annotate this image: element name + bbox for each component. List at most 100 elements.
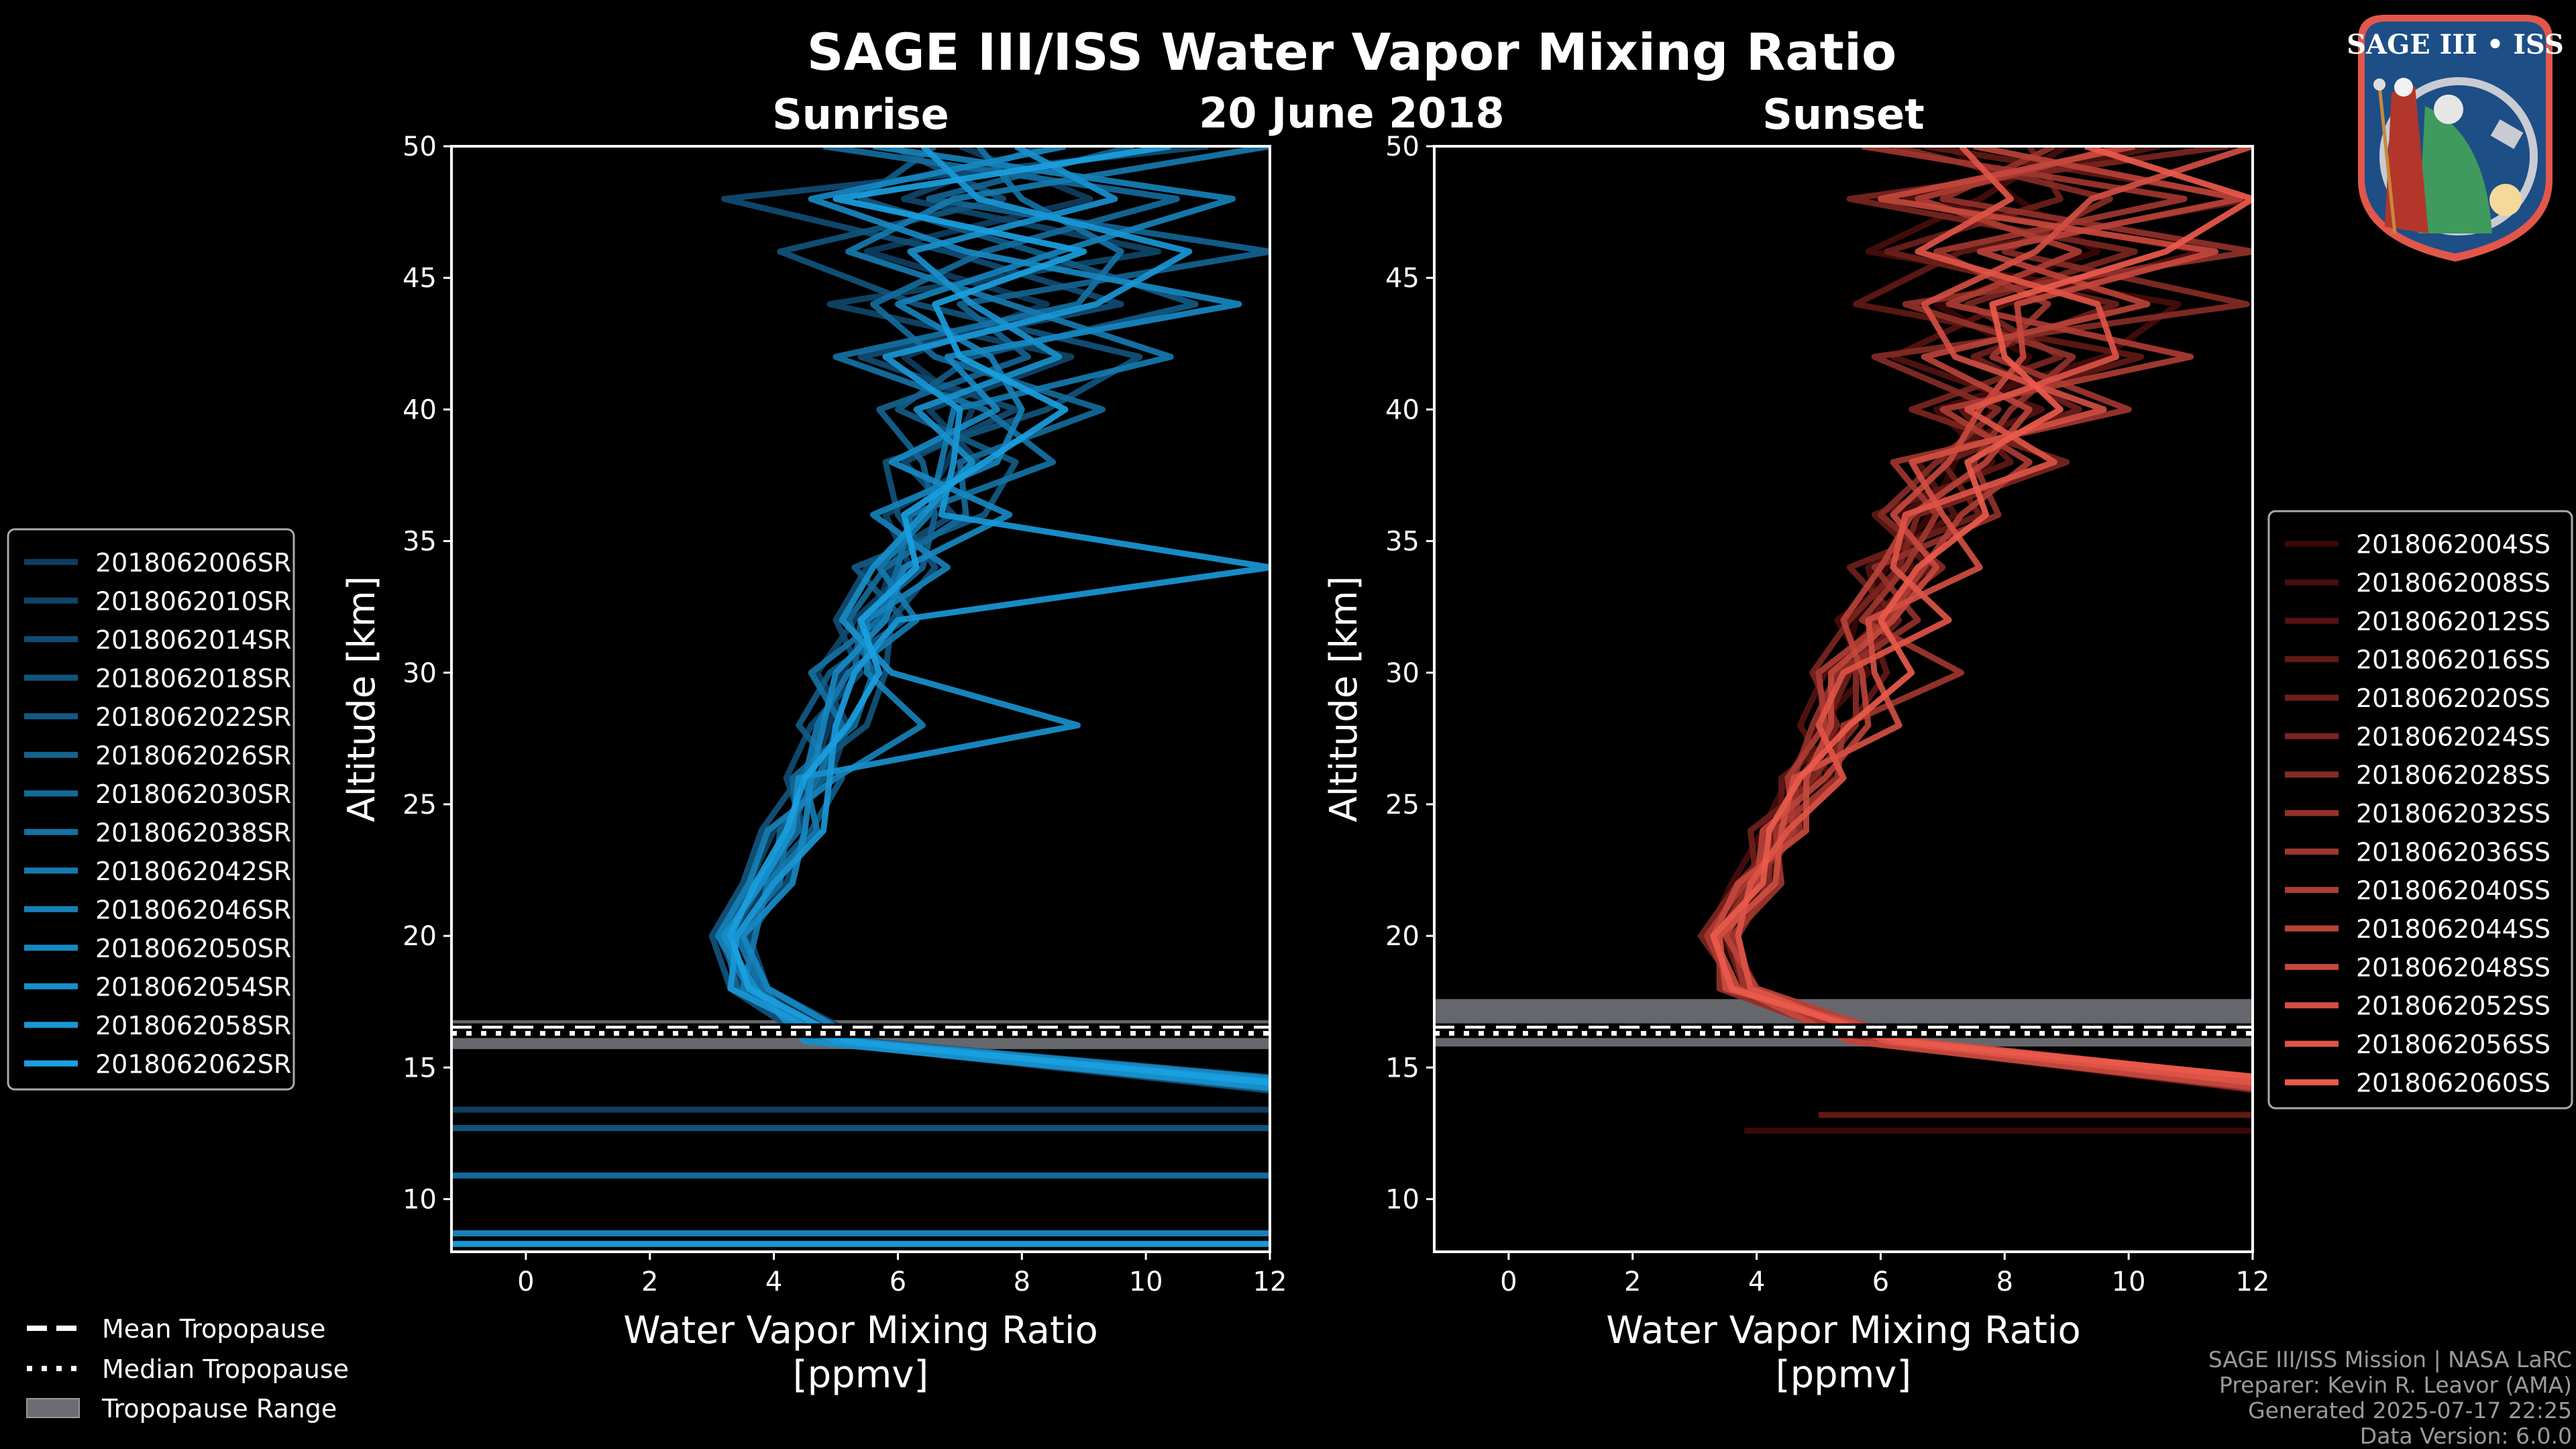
x-tick-label: 4	[1748, 1267, 1765, 1297]
sunset-x-axis-units: [ppmv]	[1776, 1353, 1911, 1397]
legend-label: 2018062046SR	[95, 895, 291, 924]
y-tick-label: 25	[402, 790, 437, 820]
profile-line-2018062014SR	[721, 146, 1270, 1081]
tropopause-legend: Mean Tropopause Median Tropopause Tropop…	[26, 1314, 349, 1424]
legend-label: 2018062036SS	[2356, 837, 2551, 867]
legend-frame	[7, 528, 295, 1091]
profile-line-2018062052SS	[1716, 146, 2253, 1081]
profile-line-2018062062SR	[727, 146, 1270, 1086]
legend-item: 2018062040SS	[2285, 876, 2551, 906]
legend-item: 2018062016SS	[2285, 645, 2551, 675]
legend-label: 2018062016SS	[2356, 645, 2551, 675]
median-tropopause-label: Median Tropopause	[102, 1354, 349, 1384]
sunrise-x-axis-label: Water Vapor Mixing Ratio	[623, 1309, 1097, 1352]
legend-label: 2018062048SS	[2356, 953, 2551, 982]
legend-item: 2018062048SS	[2285, 953, 2551, 982]
plot-area	[1434, 146, 2253, 1134]
y-tick-label: 15	[1385, 1053, 1419, 1083]
figure-title: SAGE III/ISS Water Vapor Mixing Ratio	[807, 22, 1897, 82]
legend-item: 2018062028SS	[2285, 761, 2551, 790]
sunset-panel-title: Sunset	[1762, 90, 1925, 139]
legend-item: 2018062042SR	[24, 857, 291, 886]
y-tick-label: 20	[402, 921, 437, 952]
profile-line-2018062038SR	[733, 146, 1270, 1092]
y-tick-label: 35	[402, 527, 437, 557]
legend-item: 2018062044SS	[2285, 914, 2551, 944]
legend-item: 2018062004SS	[2285, 530, 2551, 559]
profile-line-2018062040SS	[1704, 146, 2253, 1084]
legend-item: 2018062050SR	[24, 934, 291, 963]
legend-label: 2018062050SR	[95, 934, 291, 963]
profile-line-2018062058SR	[727, 146, 1270, 1085]
legend-label: 2018062060SS	[2356, 1068, 2551, 1097]
legend-label: 2018062042SR	[95, 857, 291, 886]
y-tick-label: 30	[402, 658, 437, 689]
legend-item: 2018062060SS	[2285, 1068, 2551, 1097]
y-tick-label: 50	[1385, 131, 1419, 162]
legend-item: 2018062018SR	[24, 663, 291, 693]
footer-credits: SAGE III/ISS Mission | NASA LaRC Prepare…	[2208, 1346, 2572, 1449]
profile-line-2018062050SR	[739, 146, 1270, 1081]
legend-item: 2018062046SR	[24, 895, 291, 924]
legend-item: 2018062032SS	[2285, 799, 2551, 828]
legend-item: 2018062062SR	[24, 1049, 291, 1079]
x-tick-label: 2	[641, 1267, 658, 1297]
legend-label: 2018062020SS	[2356, 684, 2551, 713]
sunrise-y-axis-label: Altitude [km]	[340, 576, 384, 822]
x-tick-label: 10	[1129, 1267, 1163, 1297]
legend-label: 2018062014SR	[95, 625, 291, 655]
sunset-legend: 2018062004SS 2018062008SS 2018062012SS 2018…	[2267, 510, 2573, 1110]
y-tick-label: 50	[402, 131, 437, 162]
sunrise-plot: 0 2 4 6 8 10 12 10 15 20 25 30 35 40 45 50	[402, 131, 1287, 1297]
sunset-y-axis-label: Altitude [km]	[1322, 576, 1366, 822]
x-tick-label: 12	[1253, 1267, 1287, 1297]
legend-label: 2018062018SR	[95, 663, 291, 693]
y-tick-label: 40	[402, 394, 437, 425]
legend-frame	[2267, 510, 2573, 1110]
profile-line-2018062010SR	[714, 146, 1270, 1091]
sunset-plot: 0 2 4 6 8 10 12 10 15 20 25 30 35 40 45 50	[1385, 131, 2269, 1297]
legend-label: 2018062056SS	[2356, 1030, 2551, 1059]
legend-item: 2018062052SS	[2285, 991, 2551, 1021]
legend-label: 2018062004SS	[2356, 530, 2551, 559]
legend-label: 2018062044SS	[2356, 914, 2551, 944]
profile-line-2018062044SS	[1722, 146, 2253, 1087]
sunrise-x-axis-units: [ppmv]	[793, 1353, 928, 1397]
x-tick-label: 6	[1872, 1267, 1889, 1297]
legend-item: 2018062008SS	[2285, 568, 2551, 598]
legend-label: 2018062008SS	[2356, 568, 2551, 598]
y-tick-label: 45	[402, 263, 437, 294]
legend-label: 2018062032SS	[2356, 799, 2551, 828]
plot-area	[451, 146, 1270, 1247]
tropopause-range-label: Tropopause Range	[101, 1394, 337, 1424]
legend-label: 2018062010SR	[95, 586, 291, 616]
footer-mission: SAGE III/ISS Mission | NASA LaRC	[2208, 1346, 2572, 1373]
x-tick-label: 0	[517, 1267, 534, 1297]
legend-label: 2018062058SR	[95, 1011, 291, 1040]
sage-iii-iss-logo: SAGE III • ISS	[2347, 15, 2564, 262]
tropopause-range-swatch	[26, 1398, 80, 1418]
legend-item: 2018062038SR	[24, 818, 291, 847]
legend-item: 2018062010SR	[24, 586, 291, 616]
legend-label: 2018062012SS	[2356, 606, 2551, 636]
x-tick-label: 2	[1624, 1267, 1641, 1297]
legend-item: 2018062058SR	[24, 1011, 291, 1040]
y-tick-label: 15	[402, 1053, 437, 1083]
profile-line-2018062056SS	[1735, 146, 2253, 1086]
x-tick-label: 4	[765, 1267, 782, 1297]
figure-date: 20 June 2018	[1199, 89, 1504, 138]
legend-label: 2018062030SR	[95, 780, 291, 809]
profile-line-2018062024SS	[1697, 146, 2253, 1083]
mean-tropopause-label: Mean Tropopause	[102, 1314, 325, 1344]
legend-item: 2018062036SS	[2285, 837, 2551, 867]
legend-label: 2018062054SR	[95, 972, 291, 1002]
sunrise-panel-title: Sunrise	[772, 90, 949, 139]
y-tick-label: 30	[1385, 658, 1419, 689]
legend-label: 2018062028SS	[2356, 761, 2551, 790]
legend-item: 2018062030SR	[24, 780, 291, 809]
legend-label: 2018062062SR	[95, 1049, 291, 1079]
legend-label: 2018062038SR	[95, 818, 291, 847]
y-tick-label: 10	[1385, 1185, 1419, 1216]
profile-line-2018062018SR	[708, 146, 1270, 1094]
legend-item: 2018062012SS	[2285, 606, 2551, 636]
